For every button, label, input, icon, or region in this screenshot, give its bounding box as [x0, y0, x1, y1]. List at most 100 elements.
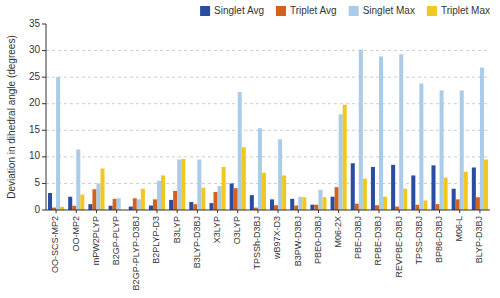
x-tick	[76, 210, 77, 213]
x-tick	[136, 210, 137, 213]
y-tick-label: 20	[29, 97, 41, 108]
bar	[242, 147, 246, 210]
bar	[177, 160, 181, 210]
bar	[262, 173, 266, 210]
bar	[76, 149, 80, 210]
x-tick	[439, 210, 440, 213]
x-tick	[157, 210, 158, 213]
axes: 05101520253035OO-SCS-MP2OO-MP2mPW2PLYPB2…	[29, 18, 490, 291]
bar	[399, 54, 403, 210]
bar	[149, 205, 153, 210]
bar	[484, 160, 488, 210]
bar	[411, 175, 415, 210]
bar	[153, 199, 157, 210]
bar	[68, 197, 72, 210]
bar	[201, 188, 205, 210]
bar	[383, 197, 387, 210]
y-tick	[42, 77, 46, 78]
bar	[391, 165, 395, 210]
x-tick-label: M06-2X	[333, 216, 343, 248]
x-tick	[379, 210, 380, 213]
bar	[274, 205, 278, 210]
x-tick-label: RPBE-D3BJ	[373, 216, 383, 266]
bar	[173, 191, 177, 210]
x-tick-label: B3PW-D3BJ	[293, 216, 303, 266]
bars	[48, 50, 488, 210]
x-tick-label: BLYP-D3BJ	[474, 216, 484, 263]
chart: 05101520253035OO-SCS-MP2OO-MP2mPW2PLYPB2…	[0, 0, 500, 298]
x-tick-label: M06-L	[454, 216, 464, 242]
y-tick-label: 15	[29, 124, 41, 135]
y-tick	[42, 50, 46, 51]
x-tick	[217, 210, 218, 213]
bar	[209, 203, 213, 210]
x-tick-label: wB97X-D3	[272, 216, 282, 260]
x-tick-label: BP86-D3BJ	[434, 216, 444, 263]
bar	[234, 188, 238, 210]
bar	[351, 163, 355, 210]
legend-swatch	[349, 6, 359, 16]
x-tick-label: OO-MP2	[71, 216, 81, 252]
bar	[379, 56, 383, 210]
legend-swatch	[276, 6, 286, 16]
bar	[395, 207, 399, 210]
legend-swatch	[200, 6, 210, 16]
bar	[129, 207, 133, 210]
bar	[472, 167, 476, 210]
bar	[436, 204, 440, 210]
bar	[282, 175, 286, 210]
y-tick-label: 25	[29, 71, 41, 82]
bar	[403, 189, 407, 210]
x-tick-label: B2GP-PLYP-D3BJ	[131, 216, 141, 290]
bar	[189, 202, 193, 210]
bar	[100, 169, 104, 210]
bar	[423, 200, 427, 210]
bar	[230, 183, 234, 210]
y-tick-label: 0	[34, 204, 40, 215]
bar	[440, 90, 444, 210]
bar	[363, 179, 367, 210]
y-tick-label: 35	[29, 18, 41, 29]
bar	[419, 84, 423, 210]
bar	[218, 186, 222, 210]
x-tick	[399, 210, 400, 213]
bar	[88, 204, 92, 210]
y-tick	[42, 156, 46, 157]
x-tick	[298, 210, 299, 213]
x-tick	[257, 210, 258, 213]
y-tick	[42, 24, 46, 25]
y-tick	[42, 103, 46, 104]
x-tick-label: X3LYP	[212, 216, 222, 243]
bar	[452, 189, 456, 210]
legend-label: Singlet Avg	[214, 5, 264, 16]
bar	[161, 175, 165, 210]
bar	[193, 204, 197, 210]
bar	[460, 90, 464, 210]
bar	[169, 200, 173, 210]
legend-label: Triplet Max	[441, 5, 490, 16]
bar	[314, 205, 318, 210]
x-tick	[177, 210, 178, 213]
grid-line	[46, 77, 490, 78]
bar	[375, 205, 379, 210]
bar	[48, 193, 52, 210]
bar	[302, 197, 306, 210]
y-tick	[42, 210, 46, 211]
bar	[109, 206, 113, 210]
bar	[137, 199, 141, 210]
bar	[113, 199, 117, 210]
bar	[343, 105, 347, 210]
bar	[294, 205, 298, 210]
x-tick-label: OO-SCS-MP2	[50, 216, 60, 273]
bar	[431, 165, 435, 210]
grid-line	[46, 50, 490, 51]
legend: Singlet AvgTriplet AvgSinglet MaxTriplet…	[200, 5, 490, 16]
x-tick	[419, 210, 420, 213]
bar	[415, 205, 419, 210]
x-tick	[338, 210, 339, 213]
x-tick	[197, 210, 198, 213]
y-tick-label: 30	[29, 44, 41, 55]
y-axis-line	[46, 24, 47, 210]
bar	[222, 167, 226, 210]
bar	[117, 198, 121, 210]
